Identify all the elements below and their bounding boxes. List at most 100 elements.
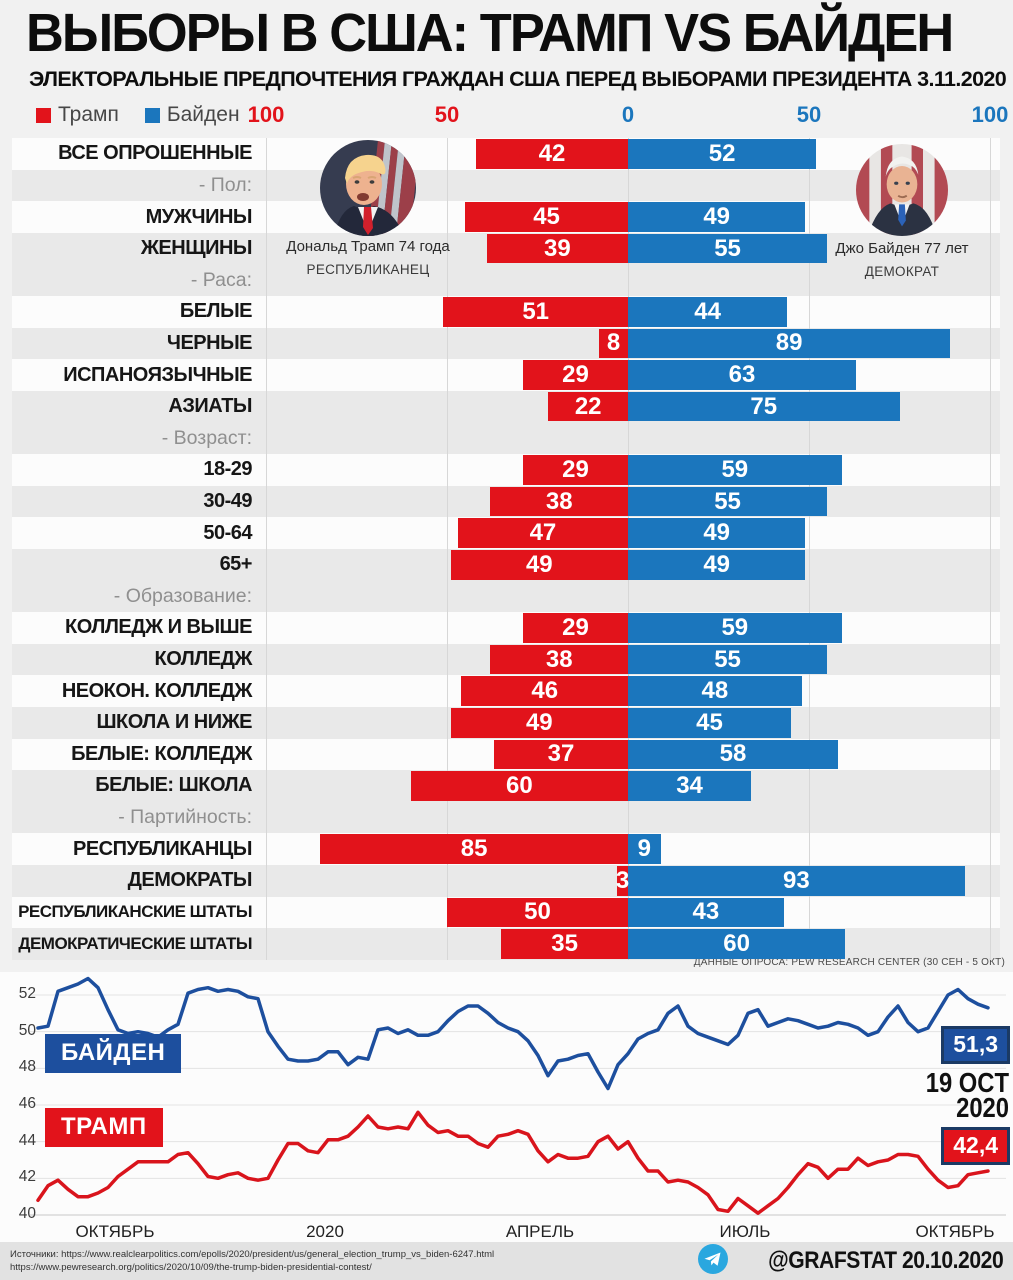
biden-bar-value: 55 bbox=[714, 645, 741, 673]
vertical-gridline bbox=[447, 138, 448, 960]
x-tick-label: ОКТЯБРЬ bbox=[75, 1222, 155, 1241]
source-link-1[interactable]: https://www.realclearpolitics.com/epolls… bbox=[61, 1249, 495, 1260]
row-label: БЕЛЫЕ bbox=[179, 300, 253, 323]
biden-bar-value: 49 bbox=[703, 550, 731, 578]
biden-bar: 49 bbox=[628, 202, 806, 232]
vertical-gridline bbox=[628, 138, 629, 960]
biden-bar-value: 49 bbox=[703, 519, 731, 547]
biden-bar-value: 55 bbox=[714, 234, 741, 262]
table-row: 18-29 59 29 bbox=[12, 454, 1000, 486]
row-label: РЕСПУБЛИКАНСКИЕ ШТАТЫ bbox=[18, 902, 252, 922]
trend-lines-canvas bbox=[30, 976, 1006, 1216]
group-label: - Образование: bbox=[113, 584, 252, 607]
biden-bar-value: 55 bbox=[714, 487, 741, 515]
biden-bar: 52 bbox=[628, 139, 817, 169]
y-tick-label: 44 bbox=[18, 1131, 36, 1149]
biden-bar-value: 9 bbox=[637, 835, 651, 863]
table-row: ДЕМОКРАТИЧЕСКИЕ ШТАТЫ 60 35 bbox=[12, 928, 1000, 960]
row-label: БЕЛЫЕ: КОЛЛЕДЖ bbox=[71, 742, 252, 765]
trump-bar: 47 bbox=[457, 518, 628, 548]
biden-bar: 48 bbox=[628, 676, 802, 706]
trump-bar-value: 49 bbox=[525, 708, 553, 736]
sources-label: Источники: bbox=[10, 1249, 59, 1260]
group-separator-row: - Возраст: bbox=[12, 422, 1000, 455]
legend-biden-label: Байден bbox=[166, 103, 240, 126]
table-row: ЧЕРНЫЕ 89 8 bbox=[12, 327, 1000, 360]
table-row: РЕСПУБЛИКАНЦЫ 9 85 bbox=[12, 833, 1000, 866]
trump-bar: 29 bbox=[523, 613, 628, 643]
biden-bar: 63 bbox=[628, 360, 857, 390]
biden-caption-party: ДЕМОКРАТ bbox=[864, 264, 940, 279]
trump-bar-value: 3 bbox=[615, 866, 630, 894]
biden-bar: 34 bbox=[628, 771, 752, 801]
row-label: КОЛЛЕДЖ И ВЫШЕ bbox=[65, 616, 252, 639]
table-row: 50-64 49 47 bbox=[12, 517, 1000, 549]
table-row: ДЕМОКРАТЫ 93 3 bbox=[12, 865, 1000, 897]
trump-bar: 49 bbox=[450, 707, 628, 738]
source-link-2[interactable]: https://www.pewresearch.org/politics/202… bbox=[10, 1262, 372, 1273]
row-label: ДЕМОКРАТИЧЕСКИЕ ШТАТЫ bbox=[18, 934, 252, 954]
legend-trump-label: Трамп bbox=[58, 103, 119, 126]
x-tick-label: ОКТЯБРЬ bbox=[915, 1222, 995, 1241]
trump-bar: 29 bbox=[523, 360, 628, 390]
trump-bar: 46 bbox=[461, 676, 628, 706]
trump-latest-value-badge: 42,4 bbox=[941, 1127, 1010, 1165]
trump-bar-value: 35 bbox=[551, 930, 578, 958]
biden-trend-line bbox=[36, 976, 990, 1091]
biden-bar: 93 bbox=[628, 866, 965, 896]
biden-bar-value: 59 bbox=[721, 455, 749, 483]
table-row: 30-49 55 38 bbox=[12, 485, 1000, 518]
trump-caption: Дональд Трамп 74 года РЕСПУБЛИКАНЕЦ bbox=[266, 238, 470, 277]
trump-bar-value: 50 bbox=[524, 898, 551, 926]
trump-caption-name: Дональд Трамп 74 года bbox=[286, 238, 450, 255]
trump-bar: 3 bbox=[615, 866, 630, 896]
trump-bar-value: 38 bbox=[545, 645, 573, 673]
trump-bar: 51 bbox=[443, 297, 628, 327]
biden-bar: 44 bbox=[628, 297, 788, 327]
credit-block: @GRAFSTAT 20.10.2020 bbox=[697, 1243, 1003, 1279]
row-label: МУЖЧИНЫ bbox=[145, 205, 253, 228]
row-label: КОЛЛЕДЖ bbox=[154, 648, 253, 671]
biden-bar-value: 58 bbox=[719, 740, 747, 768]
group-label: - Возраст: bbox=[161, 426, 252, 449]
biden-bar-value: 60 bbox=[723, 930, 750, 958]
biden-bar: 43 bbox=[628, 897, 784, 928]
legend: Трамп Байден bbox=[36, 103, 240, 127]
row-label: 18-29 bbox=[203, 458, 252, 481]
row-label: АЗИАТЫ bbox=[168, 395, 252, 418]
group-separator-row: - Пол: bbox=[12, 169, 1000, 202]
biden-bar: 45 bbox=[628, 707, 791, 738]
trump-bar: 29 bbox=[523, 455, 628, 485]
trend-line-chart: 40 42 44 46 48 50 52 ОКТЯБРЬ 2020 АПРЕЛЬ ИЮЛЬ ОКТЯ… bbox=[0, 972, 1013, 1242]
trump-bar: 8 bbox=[599, 328, 628, 359]
trump-bar: 85 bbox=[320, 834, 628, 865]
row-label: 30-49 bbox=[203, 490, 252, 512]
trump-bar: 49 bbox=[450, 549, 628, 580]
trump-bar-value: 39 bbox=[544, 234, 571, 262]
table-row: 65+ 49 49 bbox=[12, 548, 1000, 581]
table-row: АЗИАТЫ 75 22 bbox=[12, 390, 1000, 423]
biden-bar: 75 bbox=[628, 391, 900, 422]
trump-bar: 42 bbox=[475, 139, 628, 169]
y-tick-label: 46 bbox=[18, 1095, 36, 1112]
legend-item-biden: Байден bbox=[144, 103, 240, 127]
biden-bar-value: 89 bbox=[775, 329, 803, 357]
biden-bar: 58 bbox=[628, 739, 838, 770]
table-row: НЕОКОН. КОЛЛЕДЖ 48 46 bbox=[12, 675, 1000, 707]
biden-bar: 59 bbox=[628, 613, 842, 643]
trump-caption-party: РЕСПУБЛИКАНЕЦ bbox=[306, 262, 430, 277]
trump-color-swatch bbox=[36, 107, 51, 123]
row-label: ДЕМОКРАТЫ bbox=[127, 869, 253, 892]
group-separator-row: - Образование: bbox=[12, 580, 1000, 613]
table-row: КОЛЛЕДЖ И ВЫШЕ 59 29 bbox=[12, 612, 1000, 644]
group-separator-row: - Раса: bbox=[12, 264, 1000, 297]
trump-bar: 50 bbox=[447, 897, 628, 928]
group-label: - Партийность: bbox=[118, 806, 252, 829]
biden-bar-value: 75 bbox=[750, 392, 778, 420]
biden-bar-value: 52 bbox=[708, 139, 736, 167]
trump-bar-value: 45 bbox=[533, 203, 560, 231]
trump-bar-value: 37 bbox=[547, 740, 575, 768]
trump-bar-value: 49 bbox=[525, 550, 553, 578]
y-tick-label: 48 bbox=[18, 1058, 36, 1076]
